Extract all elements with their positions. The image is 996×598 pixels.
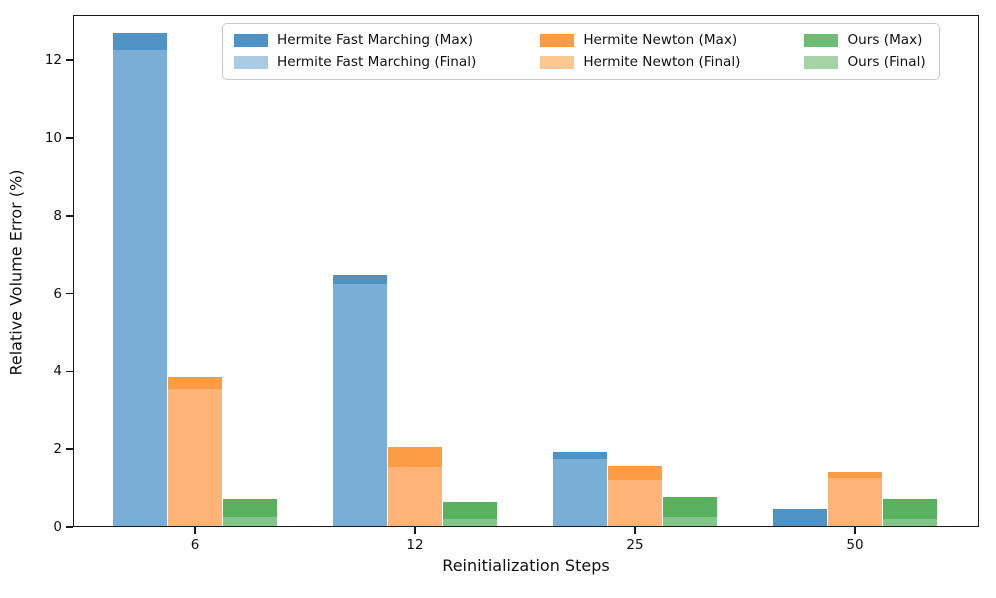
legend-swatch — [234, 55, 268, 70]
x-axis-label: Reinitialization Steps — [442, 556, 610, 575]
y-tick-mark — [66, 214, 73, 217]
y-tick-mark — [66, 59, 73, 61]
y-tick-label: 2 — [53, 441, 62, 458]
y-tick-mark — [66, 448, 73, 450]
bar-max — [773, 509, 827, 527]
bar-final — [443, 518, 497, 527]
legend-item: Hermite Fast Marching (Max) — [234, 32, 476, 49]
bar-final — [663, 517, 717, 527]
legend-label: Hermite Newton (Max) — [583, 32, 738, 48]
legend-item: Ours (Max) — [804, 32, 925, 49]
bar-final — [333, 284, 387, 527]
legend-swatch — [804, 55, 839, 70]
legend-swatch — [540, 55, 575, 70]
legend-swatch — [540, 33, 575, 48]
x-tick-label: 6 — [190, 537, 200, 553]
legend-item: Hermite Newton (Final) — [540, 54, 740, 71]
legend-item: Hermite Fast Marching (Final) — [234, 54, 476, 71]
y-axis-label: Relative Volume Error (%) — [6, 169, 26, 376]
x-tick-mark — [414, 527, 416, 534]
bar-final — [553, 458, 607, 527]
bar-final — [608, 479, 662, 527]
x-tick-label: 25 — [626, 537, 644, 553]
legend-swatch — [234, 33, 268, 48]
x-tick-mark — [854, 527, 856, 534]
bar-final — [883, 519, 937, 527]
y-tick-label: 0 — [53, 519, 62, 535]
y-tick-label: 8 — [53, 207, 62, 224]
x-tick-label: 12 — [406, 537, 424, 553]
legend-item: Ours (Final) — [804, 54, 926, 71]
y-tick-label: 12 — [44, 52, 62, 69]
legend: Hermite Fast Marching (Max) Hermite Fast … — [222, 23, 940, 80]
bar-final — [168, 389, 222, 527]
legend-label: Hermite Fast Marching (Max) — [277, 32, 474, 48]
x-tick-mark — [634, 527, 636, 534]
legend-label: Hermite Newton (Final) — [583, 54, 741, 70]
bar-final — [388, 466, 442, 527]
legend-item: Hermite Newton (Max) — [540, 32, 740, 49]
bar-final — [113, 49, 167, 527]
legend-label: Hermite Fast Marching (Final) — [277, 54, 477, 70]
x-tick-mark — [194, 527, 196, 534]
y-tick-mark — [66, 370, 73, 373]
bar-final — [828, 477, 882, 527]
bar-final — [223, 516, 277, 527]
y-tick-label: 4 — [53, 363, 62, 380]
legend-swatch — [804, 33, 839, 48]
y-tick-label: 6 — [53, 285, 62, 302]
legend-label: Ours (Final) — [847, 54, 926, 70]
y-tick-mark — [66, 292, 73, 295]
y-tick-mark — [66, 137, 73, 139]
x-tick-label: 50 — [846, 537, 864, 553]
legend-label: Ours (Max) — [847, 32, 923, 48]
y-tick-mark — [66, 526, 73, 528]
y-tick-label: 10 — [44, 129, 62, 146]
